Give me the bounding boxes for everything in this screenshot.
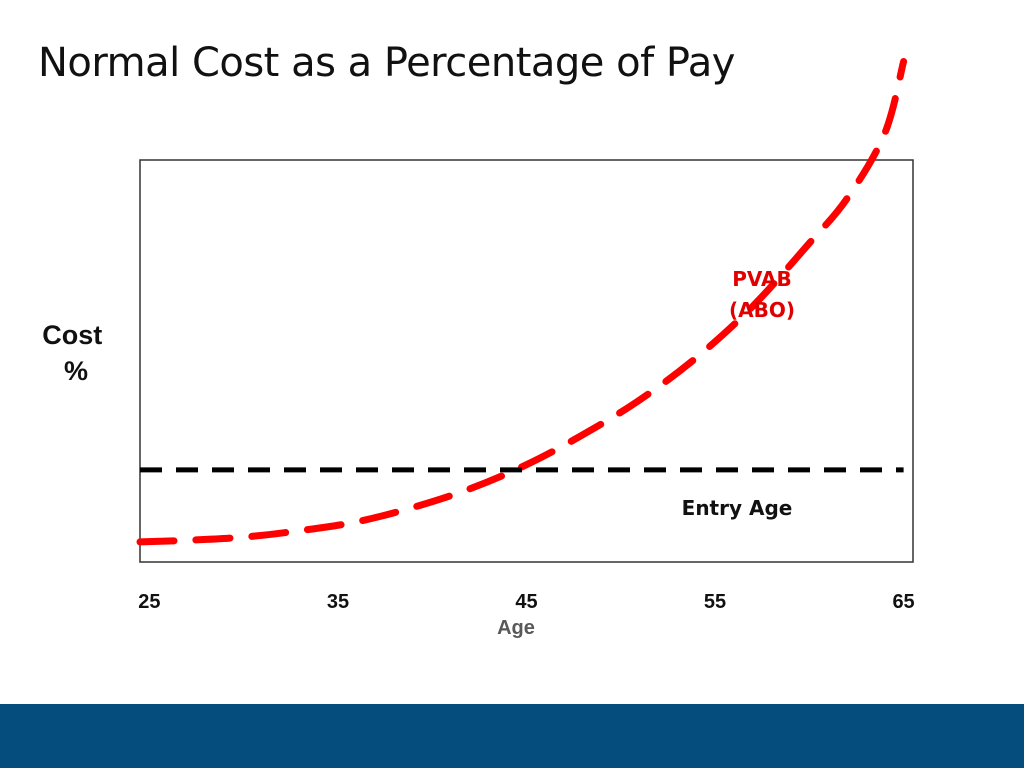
x-tick-label: 45 xyxy=(515,591,537,613)
series-layer xyxy=(136,58,908,546)
y-axis-label-line-2: % xyxy=(64,356,88,386)
series-labels: PVAB (ABO) Entry Age xyxy=(682,267,795,520)
x-tick-label: 65 xyxy=(892,591,914,613)
x-tick-label: 55 xyxy=(704,591,726,613)
x-tick-labels: 25 35 45 55 65 xyxy=(138,591,914,613)
footer-bar xyxy=(0,704,1024,768)
x-tick-label: 25 xyxy=(138,591,160,613)
x-tick-label: 35 xyxy=(327,591,349,613)
y-axis-label-line-1: Cost xyxy=(42,320,102,350)
pvab-series-label-line: (ABO) xyxy=(729,298,795,322)
entry-age-series-label: Entry Age xyxy=(682,496,793,520)
pvab-series-line xyxy=(136,58,908,546)
pvab-series-label: PVAB (ABO) xyxy=(729,267,795,322)
entry-age-series-label-line: Entry Age xyxy=(682,496,793,520)
y-axis-label: Cost % xyxy=(42,320,110,386)
pvab-series-label-line: PVAB xyxy=(732,267,792,291)
slide-title: Normal Cost as a Percentage of Pay xyxy=(38,40,735,86)
plot-frame xyxy=(139,159,914,563)
x-axis-label: Age xyxy=(497,617,535,639)
